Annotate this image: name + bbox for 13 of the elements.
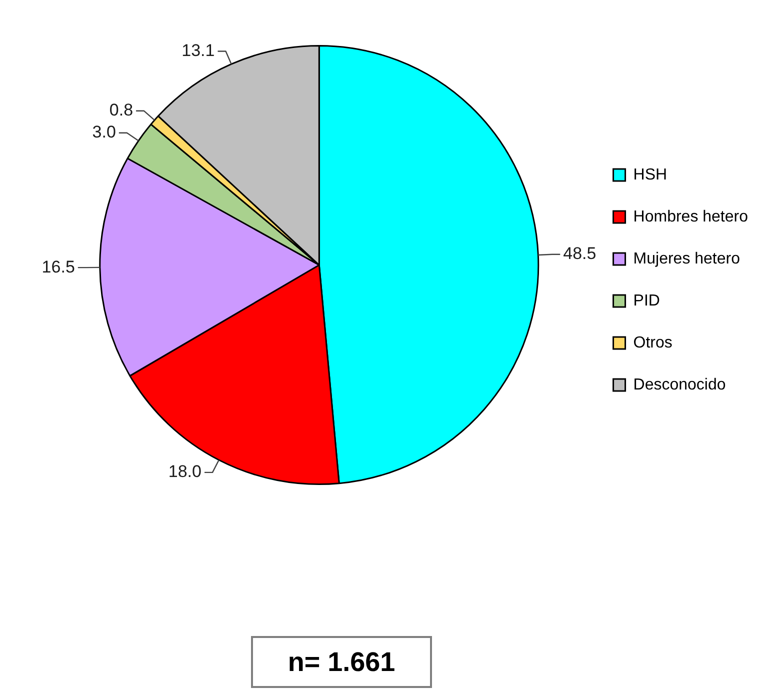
- legend-label: Hombres hetero: [633, 208, 748, 226]
- data-label: 48.5: [563, 244, 596, 264]
- data-label: 18.0: [168, 462, 202, 482]
- legend-label: PID: [633, 292, 660, 310]
- legend-label: Desconocido: [633, 376, 726, 394]
- legend-label: Otros: [633, 334, 672, 352]
- data-label: 16.5: [42, 257, 75, 276]
- data-label: 3.0: [92, 122, 116, 142]
- legend-label: Mujeres hetero: [633, 250, 740, 268]
- data-label: 0.8: [109, 100, 134, 120]
- data-label: 13.1: [182, 40, 215, 60]
- text: n= 1.661: [251, 636, 432, 688]
- legend-label: HSH: [633, 166, 668, 184]
